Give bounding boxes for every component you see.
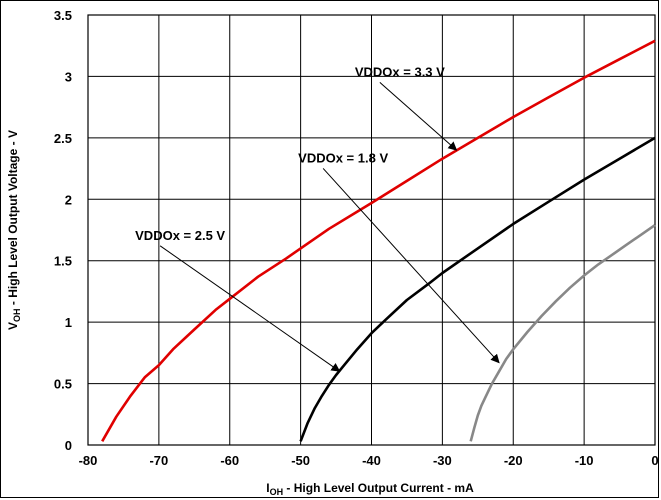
annotation-label: VDDOx = 2.5 V bbox=[135, 228, 225, 243]
y-tick-label: 1 bbox=[65, 315, 72, 330]
annotations: VDDOx = 3.3 V VDDOx = 1.8 V VDDOx = 2.5 V bbox=[135, 64, 500, 372]
x-tick-label: -40 bbox=[362, 453, 381, 468]
y-tick-label: 1.5 bbox=[54, 254, 72, 269]
x-tick-label: -70 bbox=[149, 453, 168, 468]
curves bbox=[101, 39, 656, 442]
y-tick-label: 0 bbox=[65, 438, 72, 453]
series-line-1 bbox=[101, 39, 656, 442]
y-tick-label: 3.5 bbox=[54, 8, 72, 23]
y-tick-label: 3 bbox=[65, 69, 72, 84]
y-tick-label: 0.5 bbox=[54, 377, 72, 392]
series-line-2 bbox=[299, 136, 656, 442]
plot-area-border bbox=[87, 14, 656, 446]
annotation-arrow bbox=[322, 168, 500, 364]
x-tick-label: 0 bbox=[651, 453, 658, 468]
x-tick-label: -50 bbox=[291, 453, 310, 468]
x-tick-labels: -80 -70 -60 -50 -40 -30 -20 -10 0 bbox=[79, 453, 659, 468]
x-axis-title: IOH - High Level Output Current - mA bbox=[266, 481, 474, 497]
annotation-arrow bbox=[159, 245, 341, 372]
x-tick-label: -80 bbox=[79, 453, 98, 468]
grid bbox=[87, 14, 656, 446]
y-tick-labels: 0 0.5 1 1.5 2 2.5 3 3.5 bbox=[54, 8, 72, 453]
x-tick-label: -60 bbox=[220, 453, 239, 468]
annotation-label: VDDOx = 3.3 V bbox=[355, 64, 445, 79]
y-tick-label: 2 bbox=[65, 192, 72, 207]
y-tick-label: 2.5 bbox=[54, 131, 72, 146]
y-axis-title: VOH - High Level Output Voltage - V bbox=[6, 130, 22, 330]
series-line-3 bbox=[469, 224, 656, 442]
annotation-label: VDDOx = 1.8 V bbox=[298, 150, 388, 165]
annotation-arrow bbox=[379, 82, 458, 151]
x-tick-label: -30 bbox=[433, 453, 452, 468]
x-tick-label: -10 bbox=[575, 453, 594, 468]
x-tick-label: -20 bbox=[504, 453, 523, 468]
